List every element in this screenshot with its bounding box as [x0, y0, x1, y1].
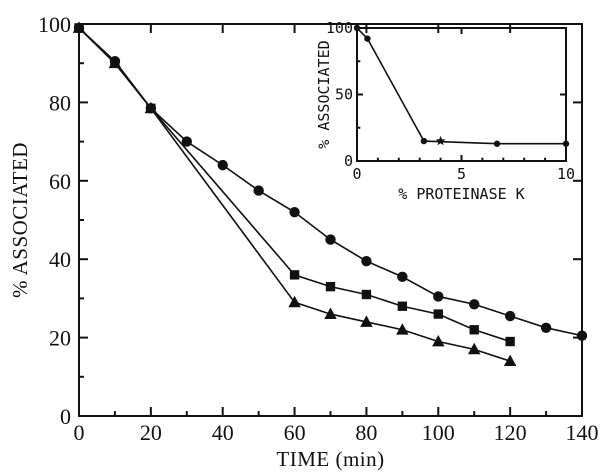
x-tick-label: 80: [355, 420, 377, 445]
inset-x-tick-label: 10: [557, 165, 575, 183]
inset-y-tick-label: 50: [335, 86, 353, 104]
inset-data-point-circle: [493, 140, 501, 147]
data-point-triangle: [108, 56, 122, 69]
inset-x-tick-label: 5: [457, 165, 466, 183]
inset-data-point-circle: [562, 140, 570, 147]
y-tick-label: 60: [49, 169, 71, 194]
data-point-circle: [289, 206, 300, 218]
data-point-triangle: [72, 21, 86, 33]
inset-y-axis-title: % ASSOCIATED: [315, 40, 333, 148]
data-point-triangle: [467, 342, 481, 355]
data-point-circle: [361, 255, 372, 267]
x-tick-label: 20: [140, 420, 162, 445]
data-point-square: [433, 309, 443, 319]
inset-y-tick-label: 0: [344, 152, 353, 170]
data-point-triangle: [432, 334, 445, 347]
data-point-circle: [253, 185, 264, 196]
data-point-square: [361, 289, 372, 300]
data-point-square: [505, 336, 515, 347]
y-tick-label: 20: [49, 326, 71, 351]
series-line: [78, 27, 511, 362]
x-tick-label: 120: [494, 420, 527, 445]
x-tick-label: 60: [284, 420, 306, 445]
inset-data-point-star: [435, 135, 446, 146]
inset-x-axis-title: % PROTEINASE K: [398, 185, 524, 203]
data-point-triangle: [396, 323, 409, 335]
inset-series-circle: [353, 24, 570, 147]
data-point-triangle: [288, 295, 301, 308]
y-tick-label: 80: [49, 90, 71, 115]
data-point-circle: [504, 310, 516, 322]
x-tick-label: 40: [212, 420, 234, 445]
data-point-circle: [576, 330, 588, 341]
data-point-square: [469, 325, 479, 335]
x-axis-title: TIME (min): [276, 447, 384, 471]
data-point-circle: [433, 291, 444, 302]
data-point-circle: [469, 299, 480, 310]
inset-series-star: [435, 135, 446, 146]
data-point-circle: [397, 271, 408, 283]
data-point-triangle: [360, 315, 373, 327]
x-tick-label: 0: [74, 420, 85, 445]
x-tick-label: 100: [422, 420, 455, 445]
x-tick-label: 140: [566, 420, 599, 445]
inset-data-point-circle: [353, 24, 361, 32]
inset-y-tick-label: 100: [326, 19, 353, 37]
y-tick-label: 0: [60, 404, 71, 429]
data-point-square: [289, 270, 300, 280]
series-triangle: [72, 21, 517, 367]
data-point-triangle: [503, 354, 517, 367]
data-point-circle: [217, 159, 228, 171]
data-point-circle: [540, 322, 552, 333]
data-point-circle: [325, 234, 336, 245]
y-tick-label: 100: [38, 12, 71, 37]
data-point-triangle: [144, 101, 158, 114]
inset-plot-frame: [356, 27, 567, 162]
data-point-square: [325, 281, 336, 292]
inset-x-tick-label: 0: [352, 165, 361, 183]
data-point-triangle: [324, 307, 337, 319]
inset-data-point-circle: [420, 137, 428, 145]
y-tick-label: 40: [49, 247, 71, 272]
data-point-circle: [181, 136, 192, 147]
inset-series-line: [356, 27, 566, 145]
y-axis-title: % ASSOCIATED: [8, 142, 32, 298]
data-point-square: [397, 301, 408, 311]
inset-data-point-circle: [364, 35, 371, 42]
